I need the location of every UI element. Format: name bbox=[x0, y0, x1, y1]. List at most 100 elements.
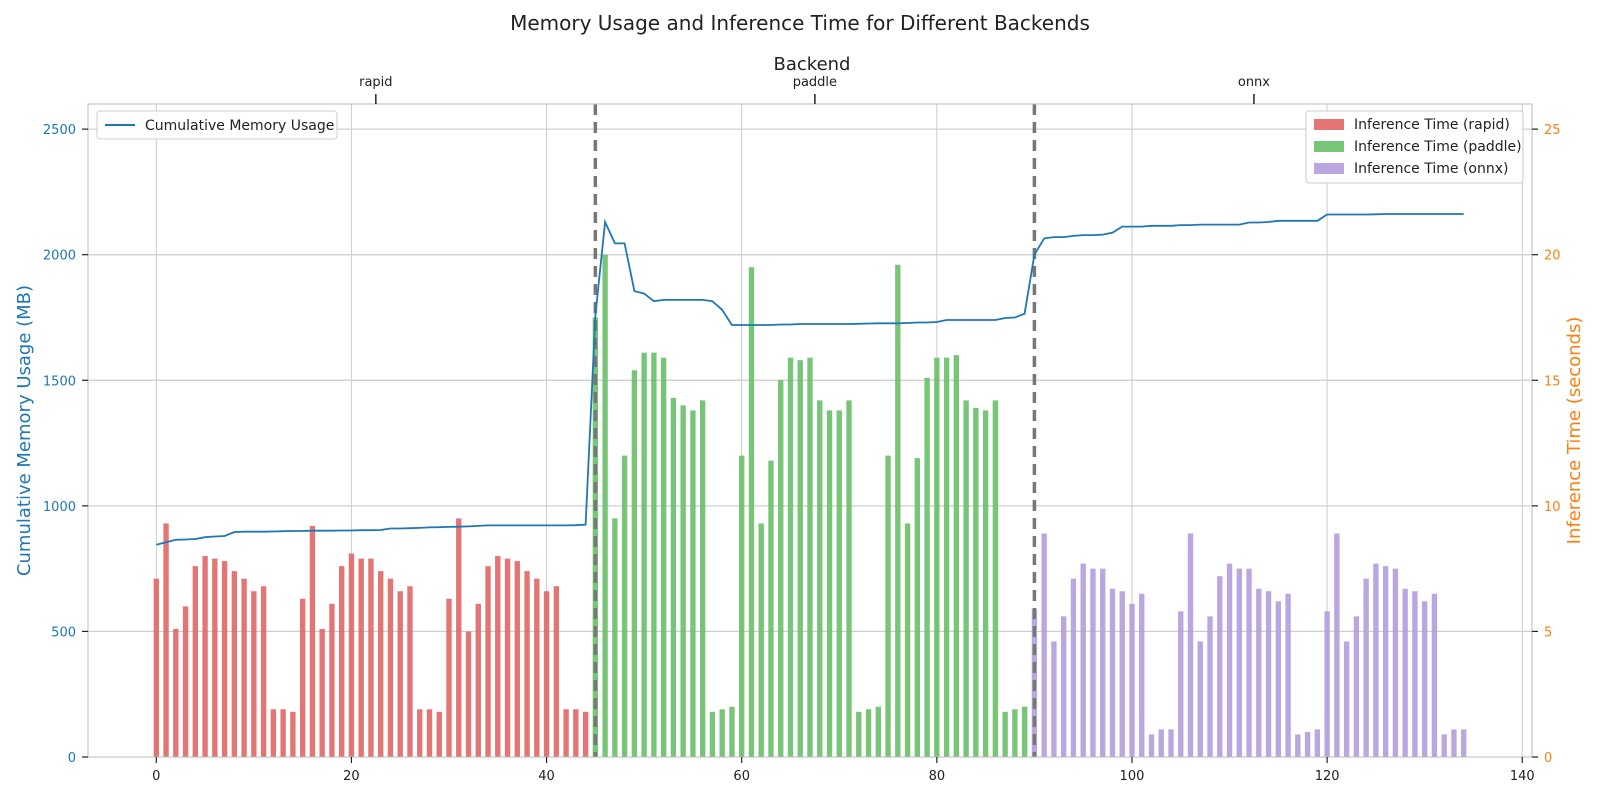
bar bbox=[680, 405, 686, 757]
bar bbox=[1060, 616, 1067, 757]
right-y-tick-label: 25 bbox=[1544, 123, 1561, 138]
bar bbox=[699, 400, 706, 757]
bar bbox=[631, 370, 638, 757]
bar bbox=[1295, 734, 1301, 757]
bar bbox=[1421, 601, 1428, 757]
legend-box bbox=[96, 110, 338, 140]
bar bbox=[1441, 734, 1447, 757]
legend-box bbox=[1305, 110, 1524, 184]
right-axis-title: Inference Time (seconds) bbox=[1564, 317, 1585, 545]
bar bbox=[787, 357, 794, 757]
bar bbox=[173, 628, 179, 757]
bar bbox=[729, 706, 735, 757]
bar bbox=[1051, 641, 1057, 757]
bar bbox=[1363, 578, 1369, 757]
bar bbox=[1100, 568, 1106, 757]
right-y-tick-label: 15 bbox=[1544, 374, 1561, 389]
bar bbox=[378, 571, 384, 757]
left-y-tick-label: 1000 bbox=[43, 500, 76, 515]
bar bbox=[1129, 603, 1135, 757]
top-axis-tick-label: onnx bbox=[1238, 75, 1270, 90]
bar-series bbox=[153, 518, 589, 757]
bar bbox=[553, 586, 560, 757]
bar bbox=[1168, 729, 1174, 757]
legend-label: Inference Time (onnx) bbox=[1354, 161, 1508, 177]
right-y-tick-label: 5 bbox=[1544, 625, 1552, 640]
bar bbox=[1158, 729, 1164, 757]
bar bbox=[943, 357, 950, 757]
bar bbox=[1392, 568, 1399, 757]
bar bbox=[1461, 729, 1467, 757]
bar bbox=[1002, 711, 1008, 757]
bar bbox=[895, 264, 901, 757]
bar bbox=[231, 571, 238, 757]
x-tick-label: 140 bbox=[1510, 769, 1535, 784]
bar bbox=[1334, 533, 1340, 757]
top-axis-tick-label: rapid bbox=[359, 75, 392, 90]
bar bbox=[475, 603, 481, 757]
bar bbox=[963, 400, 969, 757]
bar bbox=[875, 706, 881, 757]
legend-swatch bbox=[1314, 119, 1344, 130]
bar bbox=[1373, 563, 1379, 757]
memory-usage-line bbox=[156, 213, 1464, 546]
bar bbox=[241, 578, 247, 757]
bar bbox=[690, 410, 696, 757]
bar bbox=[904, 523, 911, 757]
bar bbox=[270, 709, 277, 757]
left-axis-title: Cumulative Memory Usage (MB) bbox=[14, 285, 35, 576]
bar bbox=[660, 357, 667, 757]
bar bbox=[299, 598, 306, 757]
right-y-tick-label: 10 bbox=[1544, 500, 1561, 515]
left-y-tick-label: 0 bbox=[68, 751, 76, 766]
bar bbox=[817, 400, 823, 757]
bar bbox=[836, 410, 842, 757]
bar bbox=[192, 566, 199, 757]
top-axis-tick-label: paddle bbox=[793, 75, 837, 90]
bar bbox=[1041, 533, 1047, 757]
bar bbox=[826, 410, 833, 757]
bar bbox=[1178, 611, 1184, 757]
bar bbox=[319, 628, 325, 757]
bar bbox=[651, 352, 657, 757]
chart-title: Memory Usage and Inference Time for Diff… bbox=[510, 11, 1090, 35]
bar bbox=[397, 591, 403, 757]
bar bbox=[573, 709, 579, 757]
bar bbox=[1021, 706, 1028, 757]
bar bbox=[807, 357, 813, 757]
bar bbox=[748, 267, 755, 757]
bar bbox=[417, 709, 423, 757]
bar bbox=[992, 400, 999, 757]
bar bbox=[1256, 588, 1262, 757]
bar bbox=[1265, 591, 1272, 757]
bar bbox=[543, 591, 550, 757]
bar bbox=[221, 561, 228, 757]
legend-memory: Cumulative Memory Usage bbox=[96, 110, 338, 140]
bar-series bbox=[1031, 533, 1467, 757]
bar bbox=[1109, 588, 1116, 757]
bar bbox=[407, 586, 413, 757]
bar bbox=[865, 709, 872, 757]
bar bbox=[251, 591, 257, 757]
bar bbox=[953, 355, 960, 757]
x-tick-label: 60 bbox=[733, 769, 750, 784]
bar bbox=[1197, 641, 1203, 757]
bar bbox=[1139, 593, 1145, 757]
bar bbox=[368, 558, 374, 757]
legend-label: Inference Time (rapid) bbox=[1354, 117, 1510, 133]
bar bbox=[1324, 611, 1330, 757]
bar bbox=[973, 407, 979, 757]
x-tick-label: 40 bbox=[538, 769, 555, 784]
bar bbox=[924, 377, 930, 757]
bar bbox=[446, 598, 452, 757]
bar bbox=[856, 711, 862, 757]
bar bbox=[1285, 593, 1291, 757]
bar bbox=[436, 711, 442, 757]
bar bbox=[524, 571, 530, 757]
bar bbox=[1275, 601, 1282, 757]
x-tick-label: 120 bbox=[1315, 769, 1340, 784]
bar bbox=[182, 606, 189, 757]
bar bbox=[934, 357, 940, 757]
